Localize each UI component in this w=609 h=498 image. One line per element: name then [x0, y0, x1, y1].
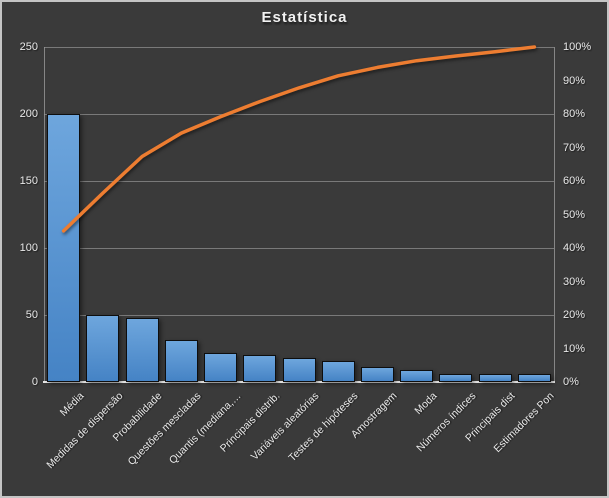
category-label: Testes de hipóteses: [286, 390, 361, 465]
right-axis-tick-label: 70%: [563, 141, 586, 154]
left-axis-tick-label: 100: [19, 242, 38, 254]
category-label: Quantis (mediana,…: [166, 390, 244, 467]
horizontal-gridline: [44, 315, 554, 316]
bar[interactable]: [321, 360, 355, 382]
chart-title: Estatística: [261, 9, 348, 26]
left-axis-tick-label: 150: [19, 175, 38, 187]
right-axis-tick-label: 0%: [563, 376, 579, 388]
horizontal-gridline: [44, 248, 554, 249]
right-axis-tick-label: 50%: [563, 208, 586, 221]
right-axis-tick-label: 10%: [563, 342, 586, 355]
right-axis-tick-label: 80%: [563, 108, 586, 120]
right-axis-tick-label: 30%: [563, 275, 586, 288]
right-axis-tick-label: 40%: [563, 242, 586, 254]
horizontal-gridline: [44, 114, 554, 115]
bar[interactable]: [478, 373, 512, 382]
bar[interactable]: [360, 367, 394, 382]
bar[interactable]: [517, 373, 551, 382]
left-axis-tick-label: 250: [19, 41, 38, 53]
category-label: Moda: [412, 390, 440, 418]
cumulative-line-layer: [61, 45, 537, 233]
left-axis-tick-label: 0: [31, 376, 38, 388]
right-axis-tick-label: 100%: [563, 41, 592, 53]
bar[interactable]: [47, 114, 81, 382]
category-label: Medidas de dispersão: [44, 390, 126, 472]
bar[interactable]: [204, 352, 238, 382]
right-axis-tick-label: 90%: [563, 74, 586, 87]
right-axis-tick-label: 20%: [563, 309, 586, 321]
bar[interactable]: [164, 340, 198, 382]
category-label: Média: [57, 390, 87, 419]
bar[interactable]: [400, 369, 434, 382]
right-axis-tick-label: 60%: [563, 175, 586, 187]
bar[interactable]: [125, 317, 159, 382]
category-label: Variáveis aleatórias: [248, 390, 322, 463]
cumulative-percentage-line[interactable]: [61, 45, 537, 233]
bottom-axis-line: [43, 381, 555, 383]
bar[interactable]: [439, 373, 473, 382]
bar[interactable]: [243, 355, 277, 382]
horizontal-gridline: [44, 47, 554, 48]
left-axis-tick-label: 200: [19, 108, 38, 120]
bar[interactable]: [86, 315, 120, 382]
left-axis-tick-label: 50: [25, 309, 38, 321]
bar[interactable]: [282, 357, 316, 382]
category-label: Questões mescladas: [125, 390, 204, 468]
right-axis-line: [554, 47, 555, 382]
horizontal-gridline: [44, 181, 554, 182]
left-axis-line: [44, 47, 45, 382]
